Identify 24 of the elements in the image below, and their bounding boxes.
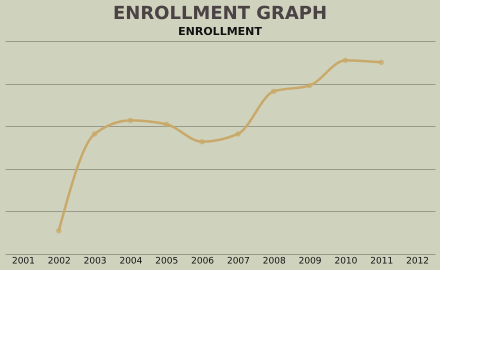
x-tick-label: 2002 — [48, 256, 71, 266]
chart-title: ENROLLMENT GRAPH — [112, 3, 328, 24]
x-tick-label: 2004 — [119, 256, 143, 266]
x-tick-label: 2010 — [334, 256, 358, 266]
x-tick-label: 2009 — [298, 256, 322, 266]
point — [56, 228, 62, 234]
x-tick-label: 2006 — [191, 256, 214, 266]
point — [342, 58, 348, 64]
x-tick-label: 2007 — [226, 256, 250, 266]
point — [92, 131, 98, 137]
x-tick-label: 2005 — [155, 256, 178, 266]
point — [378, 60, 384, 66]
point — [306, 82, 312, 88]
x-tick-label: 2003 — [84, 256, 107, 266]
point — [271, 88, 276, 94]
point — [164, 122, 169, 127]
x-tick-label: 2012 — [406, 256, 430, 266]
x-tick-label: 2001 — [12, 256, 35, 266]
x-tick-label: 2008 — [262, 256, 286, 266]
chart-subtitle: ENROLLMENT — [178, 25, 262, 38]
x-tick-label: 2011 — [370, 256, 394, 266]
point — [128, 118, 134, 124]
point — [199, 138, 205, 144]
point — [235, 131, 241, 137]
